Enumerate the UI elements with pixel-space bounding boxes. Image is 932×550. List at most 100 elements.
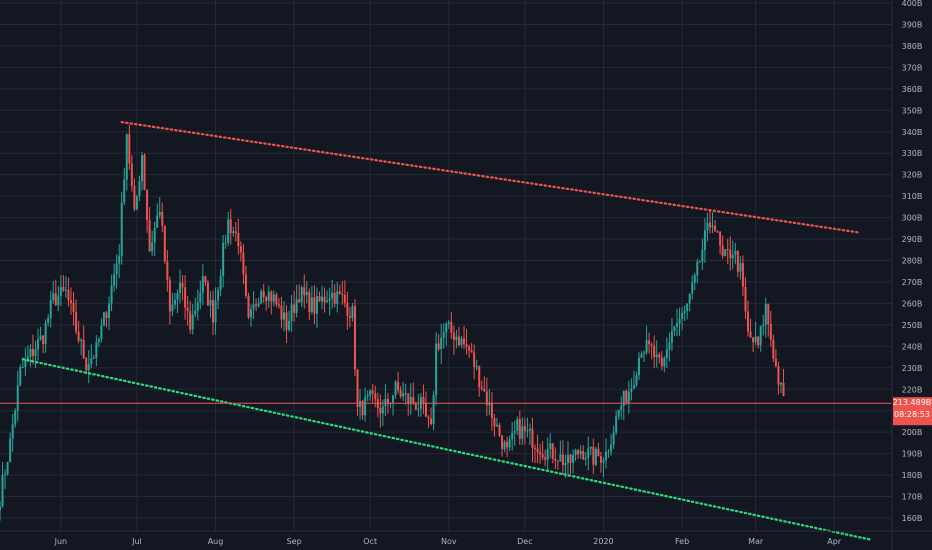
candle-body[interactable] xyxy=(739,263,742,272)
candle-body[interactable] xyxy=(648,340,651,345)
candle-body[interactable] xyxy=(123,179,126,203)
candle-body[interactable] xyxy=(594,448,597,465)
candle-body[interactable] xyxy=(772,339,775,359)
candle-body[interactable] xyxy=(774,358,777,367)
candle-body[interactable] xyxy=(26,356,29,360)
candle-body[interactable] xyxy=(64,289,67,291)
candle-body[interactable] xyxy=(0,506,1,511)
candles[interactable] xyxy=(0,124,785,521)
candle-body[interactable] xyxy=(285,312,288,330)
candle-body[interactable] xyxy=(21,366,24,368)
candle-body[interactable] xyxy=(57,296,60,306)
candle-body[interactable] xyxy=(186,307,189,312)
candle-body[interactable] xyxy=(402,393,405,397)
candle-body[interactable] xyxy=(87,364,90,371)
candle-body[interactable] xyxy=(227,219,230,243)
candle-body[interactable] xyxy=(348,315,351,318)
candle-body[interactable] xyxy=(670,330,673,343)
candle-body[interactable] xyxy=(516,419,519,431)
candle-body[interactable] xyxy=(653,345,656,358)
candle-body[interactable] xyxy=(29,348,32,357)
candle-body[interactable] xyxy=(678,318,681,324)
candle-body[interactable] xyxy=(447,322,450,324)
candle-body[interactable] xyxy=(736,251,739,272)
candle-body[interactable] xyxy=(620,405,623,410)
candle-body[interactable] xyxy=(275,294,278,305)
candle-body[interactable] xyxy=(503,441,506,449)
candle-body[interactable] xyxy=(663,358,666,367)
candle-body[interactable] xyxy=(445,323,448,333)
candle-body[interactable] xyxy=(260,291,263,304)
candle-body[interactable] xyxy=(359,400,362,408)
candle-body[interactable] xyxy=(77,331,80,341)
candle-body[interactable] xyxy=(163,225,166,262)
candle-body[interactable] xyxy=(729,249,732,259)
candle-body[interactable] xyxy=(752,337,755,343)
candle-body[interactable] xyxy=(364,396,367,416)
candle-body[interactable] xyxy=(554,458,557,461)
candle-body[interactable] xyxy=(237,232,240,247)
candle-body[interactable] xyxy=(140,155,143,182)
candle-body[interactable] xyxy=(782,382,785,396)
candle-body[interactable] xyxy=(587,448,590,458)
candle-body[interactable] xyxy=(196,302,199,311)
candle-body[interactable] xyxy=(701,250,704,262)
candle-body[interactable] xyxy=(622,390,625,406)
candle-body[interactable] xyxy=(468,346,471,351)
candle-body[interactable] xyxy=(161,212,164,226)
candle-body[interactable] xyxy=(683,310,686,313)
candle-body[interactable] xyxy=(526,430,529,432)
candle-body[interactable] xyxy=(493,418,496,427)
candle-body[interactable] xyxy=(59,287,62,297)
candle-body[interactable] xyxy=(305,292,308,296)
candle-body[interactable] xyxy=(681,312,684,319)
candle-body[interactable] xyxy=(627,391,630,404)
candle-body[interactable] xyxy=(108,303,111,318)
candle-body[interactable] xyxy=(465,344,468,347)
candle-body[interactable] xyxy=(711,225,714,228)
candle-body[interactable] xyxy=(69,300,72,303)
candle-body[interactable] xyxy=(551,443,554,459)
candle-body[interactable] xyxy=(239,246,242,253)
candle-body[interactable] xyxy=(250,309,253,318)
candle-body[interactable] xyxy=(353,306,356,370)
candle-body[interactable] xyxy=(582,450,585,460)
candle-body[interactable] xyxy=(605,451,608,461)
candle-body[interactable] xyxy=(691,282,694,294)
candle-body[interactable] xyxy=(394,381,397,396)
candle-body[interactable] xyxy=(313,297,316,314)
candle-body[interactable] xyxy=(440,337,443,350)
candle-body[interactable] xyxy=(777,366,780,385)
candle-body[interactable] xyxy=(326,300,329,303)
candle-body[interactable] xyxy=(80,339,83,341)
candle-body[interactable] xyxy=(686,303,689,311)
candle-body[interactable] xyxy=(110,285,113,304)
candle-body[interactable] xyxy=(762,325,765,327)
candle-body[interactable] xyxy=(475,366,478,368)
candle-body[interactable] xyxy=(539,452,542,455)
candle-body[interactable] xyxy=(708,222,711,228)
candle-body[interactable] xyxy=(204,276,207,283)
candle-body[interactable] xyxy=(242,252,245,275)
candle-body[interactable] xyxy=(650,344,653,346)
candle-body[interactable] xyxy=(346,302,349,316)
candle-body[interactable] xyxy=(490,402,493,419)
candle-body[interactable] xyxy=(407,393,410,404)
candle-body[interactable] xyxy=(333,292,336,304)
candle-body[interactable] xyxy=(300,287,303,303)
candle-body[interactable] xyxy=(366,395,369,397)
candle-body[interactable] xyxy=(19,367,22,385)
candle-body[interactable] xyxy=(49,300,52,318)
candle-body[interactable] xyxy=(412,396,415,405)
candle-body[interactable] xyxy=(16,384,19,411)
candle-body[interactable] xyxy=(338,291,341,294)
candle-body[interactable] xyxy=(566,454,569,464)
candle-body[interactable] xyxy=(379,407,382,414)
candle-body[interactable] xyxy=(168,280,171,312)
candle-body[interactable] xyxy=(574,450,577,455)
candle-body[interactable] xyxy=(356,369,359,408)
candle-body[interactable] xyxy=(343,294,346,303)
candle-body[interactable] xyxy=(52,293,55,301)
candle-body[interactable] xyxy=(371,390,374,394)
